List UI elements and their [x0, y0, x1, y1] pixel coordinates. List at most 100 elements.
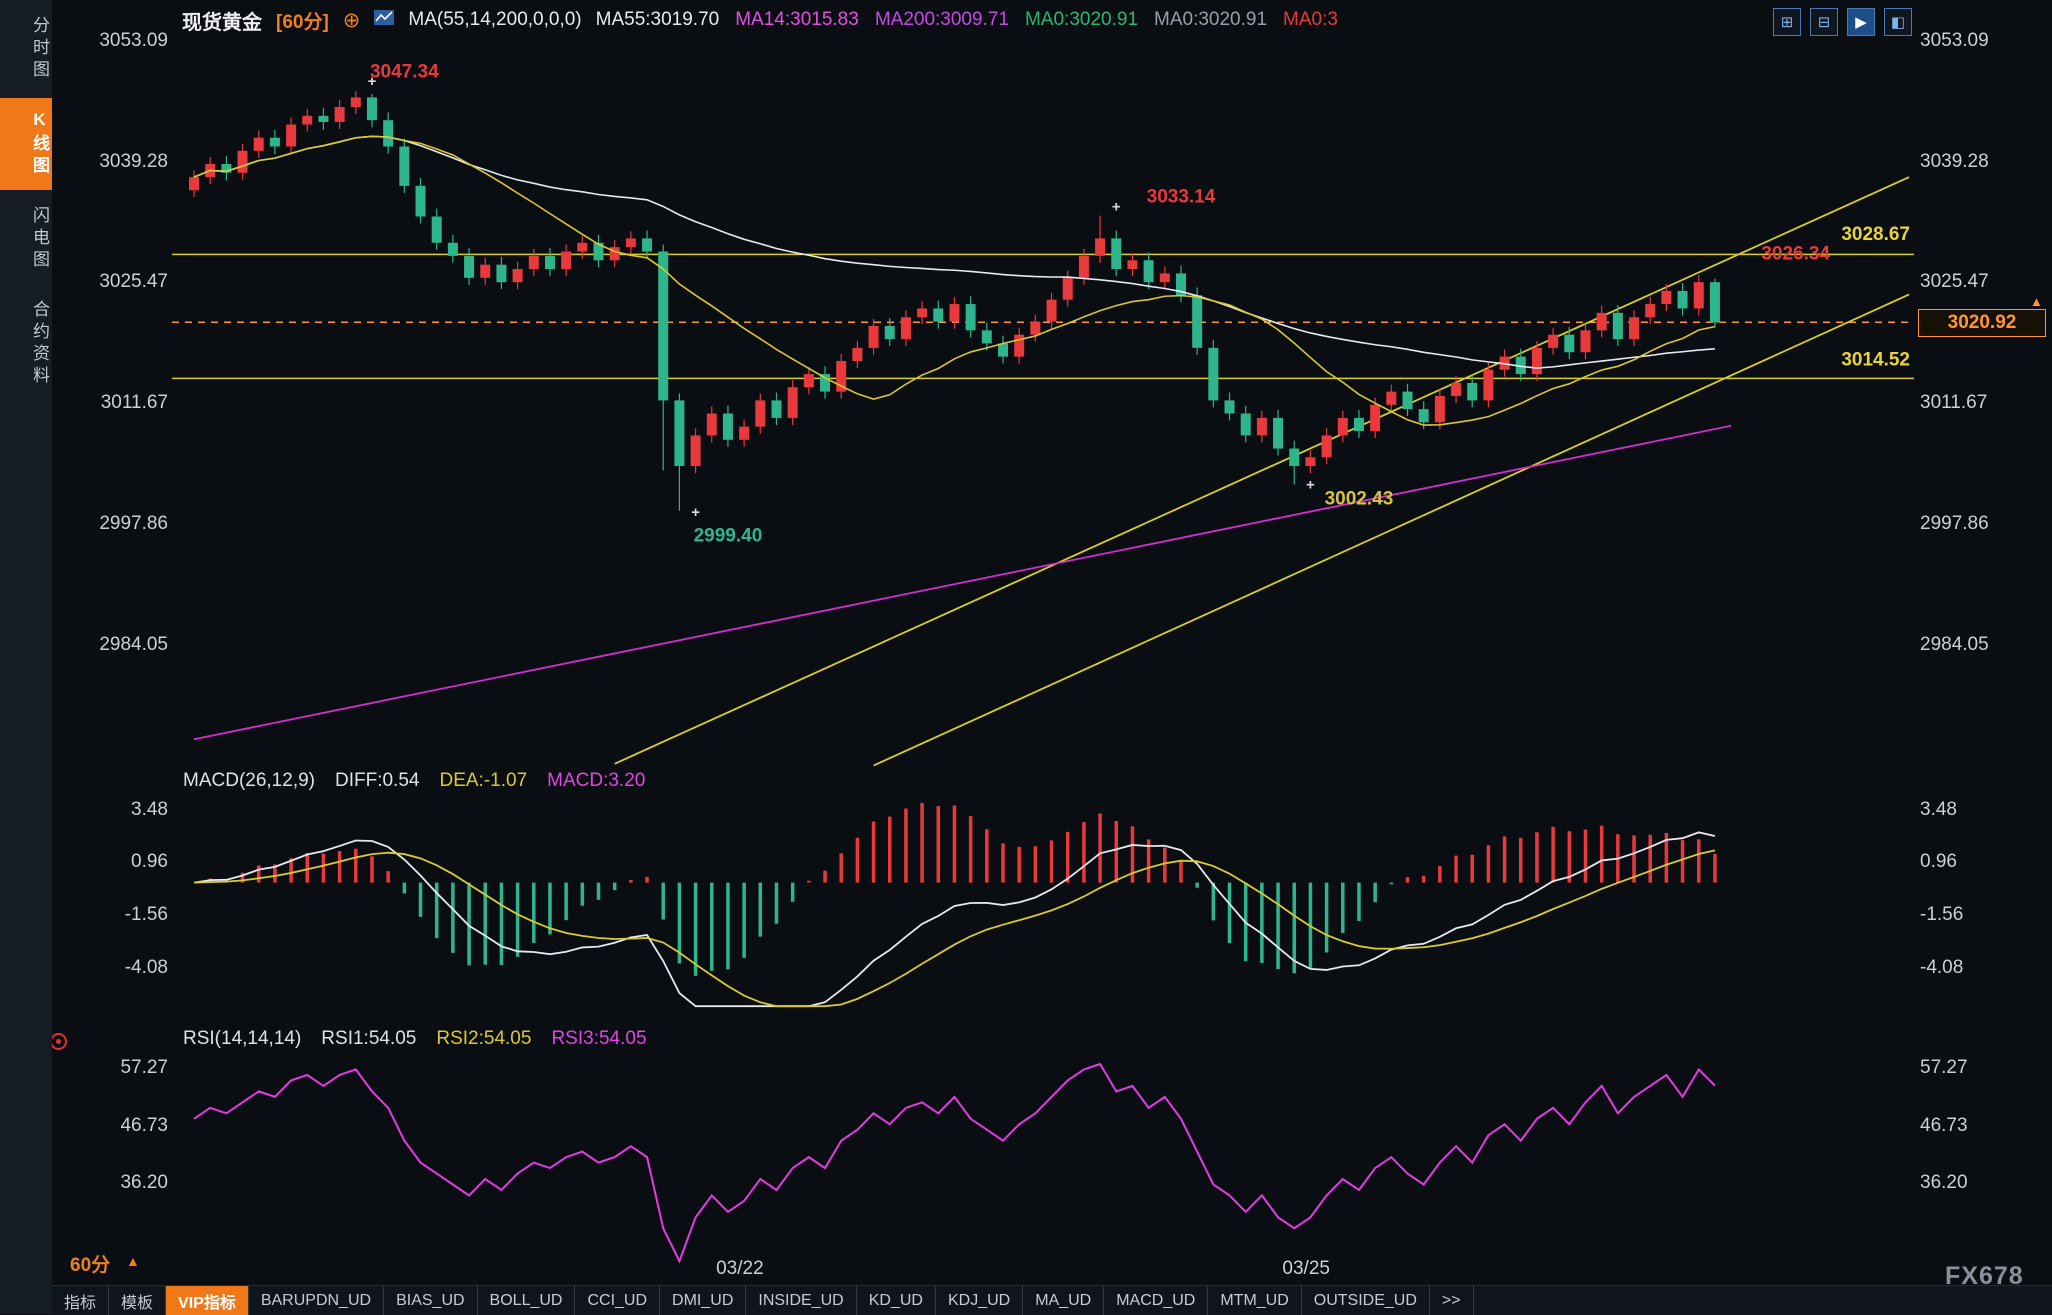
trendline[interactable]: [614, 176, 1910, 765]
price-annotation: 3028.67: [1841, 224, 1910, 245]
indicator-tab-boll-ud[interactable]: BOLL_UD: [478, 1286, 576, 1315]
candle-body: [1224, 400, 1235, 414]
candle-body: [1143, 260, 1154, 283]
candle-body: [706, 413, 717, 436]
candle-body: [1030, 321, 1041, 335]
candle-body: [1078, 255, 1089, 278]
indicator-tab-dmi-ud[interactable]: DMI_UD: [660, 1286, 747, 1315]
candle-body: [415, 185, 426, 217]
sidebar-tab-item[interactable]: 合约资料: [30, 300, 49, 388]
candle-body: [1305, 457, 1316, 467]
candle-body: [1564, 334, 1575, 353]
candle-body: [1596, 312, 1607, 331]
x-axis-date-label: 03/25: [1282, 1258, 1330, 1279]
indicator-tab-vip指标[interactable]: VIP指标: [166, 1286, 249, 1315]
ma-value: MA0:3: [1283, 9, 1338, 30]
split-layout-icon[interactable]: ⊟: [1810, 8, 1838, 36]
side-layout-icon[interactable]: ◧: [1884, 8, 1912, 36]
candle-body: [852, 347, 863, 361]
period-badge[interactable]: [60分]: [276, 11, 329, 33]
macd-label-row: MACD(26,12,9) DIFF:0.54 DEA:-1.07 MACD:3…: [183, 770, 645, 792]
candle-body: [1095, 238, 1106, 256]
rsi-chart-canvas[interactable]: [52, 1050, 2052, 1265]
price-annotation: 3026.34: [1761, 243, 1830, 264]
candle-body: [431, 216, 442, 243]
indicator-tab-ma-ud[interactable]: MA_UD: [1023, 1286, 1105, 1315]
price-annotation: 3014.52: [1841, 349, 1910, 370]
indicator-tab-指标[interactable]: 指标: [52, 1286, 110, 1315]
rsi-formula[interactable]: RSI(14,14,14): [183, 1028, 302, 1049]
candle-body: [1127, 260, 1138, 270]
indicator-tab-macd-ud[interactable]: MACD_UD: [1104, 1286, 1209, 1315]
candle-body: [1693, 282, 1704, 309]
macd-formula[interactable]: MACD(26,12,9): [183, 770, 315, 791]
candle-body: [593, 242, 604, 261]
trendline[interactable]: [193, 424, 1732, 741]
indicator-tab->>[interactable]: >>: [1430, 1286, 1474, 1315]
macd-dea-value: DEA:-1.07: [439, 770, 528, 791]
candle-body: [561, 251, 572, 270]
current-price-box[interactable]: 3020.92: [1918, 309, 2046, 337]
rsi-marker-icon[interactable]: [50, 1033, 67, 1050]
indicator-tab-cci-ud[interactable]: CCI_UD: [575, 1286, 661, 1315]
candle-body: [221, 163, 232, 173]
candle-body: [900, 317, 911, 340]
candle-body: [965, 304, 976, 331]
candle-body: [383, 120, 394, 147]
candle-body: [868, 325, 879, 348]
candle-body: [1062, 277, 1073, 300]
y-axis-label: 57.27: [1920, 1057, 1968, 1078]
add-indicator-icon[interactable]: ⊕: [342, 8, 361, 32]
y-axis-label: 3039.28: [1920, 150, 1989, 172]
sidebar-tab-active[interactable]: K线图: [0, 98, 52, 190]
y-axis-label: 3011.67: [1920, 392, 1988, 414]
candle-body: [1418, 409, 1429, 423]
macd-value: MACD:3.20: [547, 770, 646, 791]
candle-body: [1321, 435, 1332, 458]
y-axis-label: 3053.09: [99, 29, 168, 51]
candle-body: [739, 426, 750, 440]
line-series: [193, 135, 1715, 369]
line-series: [193, 831, 1716, 1008]
candle-body: [1386, 391, 1397, 405]
period-caret-icon[interactable]: ▲: [126, 1253, 140, 1269]
indicator-tab-bias-ud[interactable]: BIAS_UD: [384, 1286, 478, 1315]
candle-body: [350, 97, 361, 108]
indicator-tab-outside-ud[interactable]: OUTSIDE_UD: [1302, 1286, 1430, 1315]
candle-body: [399, 146, 410, 186]
y-axis-label: 3025.47: [99, 271, 168, 293]
candle-body: [690, 435, 701, 467]
period-selector[interactable]: 60分: [70, 1255, 111, 1276]
candle-body: [836, 360, 847, 392]
chart-header: 现货黄金 [60分] ⊕ MA(55,14,200,0,0,0) MA55:30…: [52, 0, 2052, 40]
candle-body: [981, 330, 992, 344]
price-annotation: +: [368, 73, 377, 90]
candle-body: [1192, 295, 1203, 348]
candle-body: [1531, 347, 1542, 375]
candle-body: [237, 150, 248, 173]
indicator-tab-kdj-ud[interactable]: KDJ_UD: [936, 1286, 1024, 1315]
main-chart-canvas[interactable]: 3047.34 3033.14 2999.40 3002.43 3028.67 3026.…: [52, 40, 2052, 785]
indicator-tab-inside-ud[interactable]: INSIDE_UD: [746, 1286, 857, 1315]
current-price-arrow-icon: ▲: [2030, 294, 2043, 309]
active-chart-icon[interactable]: ▶: [1847, 8, 1875, 36]
y-axis-label: 0.96: [1920, 851, 1957, 873]
grid-layout-icon[interactable]: ⊞: [1773, 8, 1801, 36]
candle-body: [1709, 282, 1720, 323]
sidebar-tab-item[interactable]: 分时图: [30, 16, 49, 82]
indicator-tab-kd-ud[interactable]: KD_UD: [857, 1286, 936, 1315]
trendline[interactable]: [873, 293, 1910, 767]
candle-body: [1483, 369, 1494, 401]
sidebar: 分时图 K线图闪电图合约资料: [0, 0, 52, 1314]
candle-body: [1645, 304, 1656, 318]
indicator-tab-barupdn-ud[interactable]: BARUPDN_UD: [249, 1286, 385, 1315]
y-axis-label: 46.73: [120, 1114, 168, 1136]
sidebar-tab-item[interactable]: 闪电图: [30, 206, 49, 272]
indicator-tab-模板[interactable]: 模板: [109, 1286, 167, 1315]
macd-chart-canvas[interactable]: [52, 795, 2052, 1010]
candle-body: [1548, 334, 1559, 348]
indicator-tab-mtm-ud[interactable]: MTM_UD: [1208, 1286, 1302, 1315]
y-axis-label: 0.96: [131, 851, 168, 873]
rsi3-value: RSI3:54.05: [551, 1028, 647, 1049]
